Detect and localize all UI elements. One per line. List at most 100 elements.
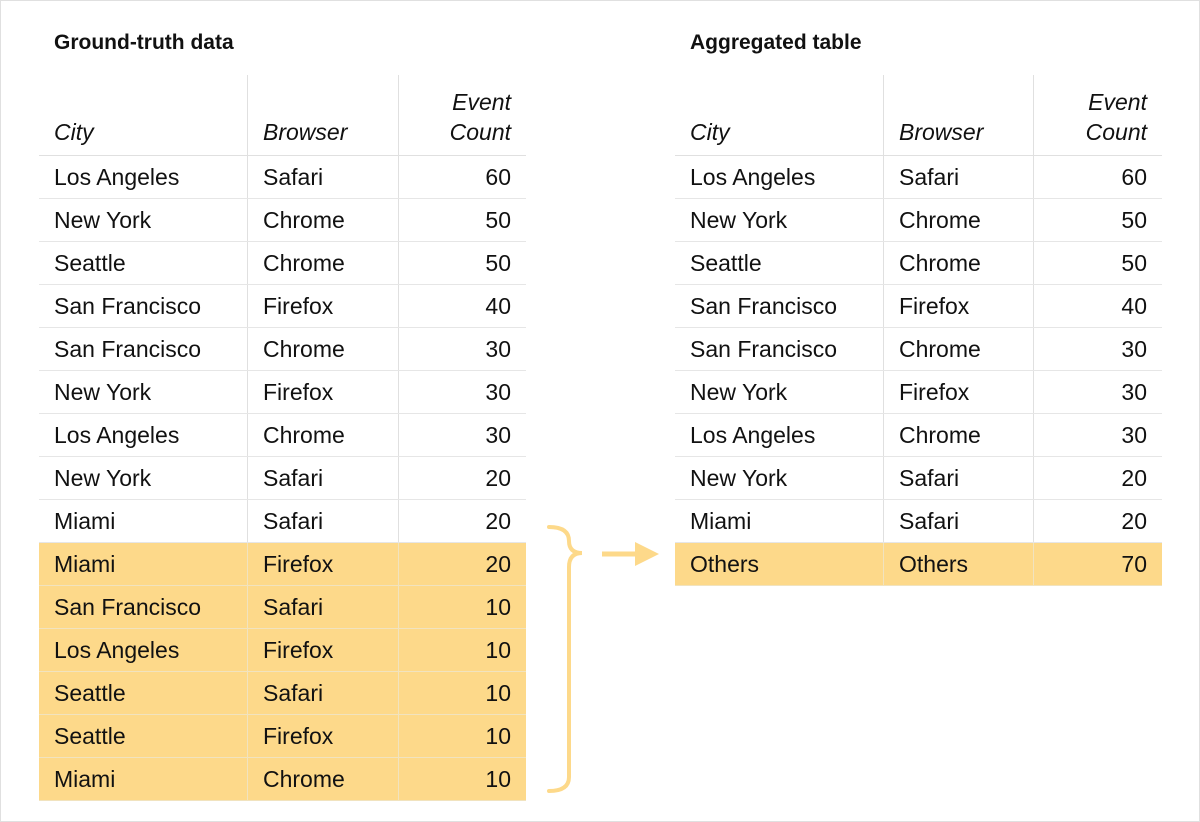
table-row-highlighted: Miami Firefox 20 <box>39 542 526 586</box>
cell-browser: Safari <box>247 155 399 199</box>
cell-browser: Chrome <box>883 327 1034 371</box>
table-row: Los Angeles Safari 60 <box>39 155 526 199</box>
table-row: San Francisco Chrome 30 <box>39 327 526 371</box>
cell-city: San Francisco <box>39 327 248 371</box>
cell-browser: Firefox <box>247 628 399 672</box>
cell-browser: Firefox <box>247 714 399 758</box>
cell-count: 60 <box>1033 155 1162 199</box>
cell-city: San Francisco <box>39 585 248 629</box>
table-row-highlighted: San Francisco Safari 10 <box>39 585 526 629</box>
cell-city: New York <box>675 456 884 500</box>
table-row-highlighted: Los Angeles Firefox 10 <box>39 628 526 672</box>
table-row: New York Chrome 50 <box>675 198 1162 242</box>
cell-count: 50 <box>1033 198 1162 242</box>
cell-city: Los Angeles <box>675 413 884 457</box>
aggregated-table: City Browser Event Count Los Angeles Safari 6… <box>675 75 1162 586</box>
column-header: City <box>675 75 884 156</box>
cell-count: 60 <box>398 155 526 199</box>
cell-browser: Firefox <box>883 370 1034 414</box>
cell-city: New York <box>675 198 884 242</box>
cell-browser: Chrome <box>247 327 399 371</box>
arrow-right-icon <box>635 542 659 566</box>
cell-browser: Safari <box>883 155 1034 199</box>
cell-browser: Safari <box>247 671 399 715</box>
cell-browser: Chrome <box>883 198 1034 242</box>
table-row: New York Firefox 30 <box>39 370 526 414</box>
cell-city: Miami <box>39 499 248 543</box>
column-header: City <box>39 75 248 156</box>
cell-count: 70 <box>1033 542 1162 586</box>
header-row: City Browser Event Count <box>675 75 1162 156</box>
cell-count: 30 <box>1033 327 1162 371</box>
table-row: New York Firefox 30 <box>675 370 1162 414</box>
column-header: Browser <box>883 75 1034 156</box>
cell-city: Miami <box>39 542 248 586</box>
cell-browser: Chrome <box>247 413 399 457</box>
cell-city: San Francisco <box>675 284 884 328</box>
table-row: Los Angeles Chrome 30 <box>675 413 1162 457</box>
cell-browser: Firefox <box>247 542 399 586</box>
cell-city: New York <box>39 456 248 500</box>
cell-browser: Chrome <box>247 757 399 801</box>
cell-browser: Chrome <box>883 413 1034 457</box>
table-row: Seattle Chrome 50 <box>675 241 1162 285</box>
cell-city: Seattle <box>39 714 248 758</box>
table-row: Miami Safari 20 <box>39 499 526 543</box>
cell-city: Seattle <box>39 241 248 285</box>
cell-browser: Others <box>883 542 1034 586</box>
cell-count: 10 <box>398 585 526 629</box>
cell-count: 30 <box>1033 370 1162 414</box>
cell-count: 20 <box>398 542 526 586</box>
header-row: City Browser Event Count <box>39 75 526 156</box>
table-row: New York Safari 20 <box>675 456 1162 500</box>
cell-count: 40 <box>1033 284 1162 328</box>
cell-count: 30 <box>398 370 526 414</box>
table-row: Seattle Chrome 50 <box>39 241 526 285</box>
table-row: Los Angeles Chrome 30 <box>39 413 526 457</box>
ground-truth-table: City Browser Event Count Los Angeles Safari 6… <box>39 75 526 801</box>
cell-browser: Safari <box>247 456 399 500</box>
column-header: Event Count <box>398 75 526 156</box>
cell-count: 50 <box>1033 241 1162 285</box>
cell-browser: Safari <box>883 499 1034 543</box>
table-row: Los Angeles Safari 60 <box>675 155 1162 199</box>
cell-browser: Chrome <box>247 241 399 285</box>
right-title: Aggregated table <box>690 31 862 54</box>
cell-browser: Safari <box>247 499 399 543</box>
cell-count: 10 <box>398 714 526 758</box>
table-row: New York Chrome 50 <box>39 198 526 242</box>
cell-city: San Francisco <box>39 284 248 328</box>
cell-city: Miami <box>39 757 248 801</box>
cell-browser: Chrome <box>247 198 399 242</box>
column-header: Event Count <box>1033 75 1162 156</box>
table-row-highlighted: Others Others 70 <box>675 542 1162 586</box>
cell-city: Los Angeles <box>39 628 248 672</box>
cell-city: New York <box>39 198 248 242</box>
table-row-highlighted: Miami Chrome 10 <box>39 757 526 801</box>
cell-count: 10 <box>398 671 526 715</box>
table-row: Miami Safari 20 <box>675 499 1162 543</box>
cell-city: New York <box>675 370 884 414</box>
cell-count: 30 <box>1033 413 1162 457</box>
cell-browser: Firefox <box>883 284 1034 328</box>
cell-count: 20 <box>398 456 526 500</box>
table-row: San Francisco Chrome 30 <box>675 327 1162 371</box>
table-row-highlighted: Seattle Safari 10 <box>39 671 526 715</box>
cell-browser: Firefox <box>247 370 399 414</box>
cell-city: San Francisco <box>675 327 884 371</box>
cell-count: 10 <box>398 628 526 672</box>
cell-city: Los Angeles <box>675 155 884 199</box>
brace-icon <box>547 525 583 793</box>
cell-city: Seattle <box>39 671 248 715</box>
left-title: Ground-truth data <box>54 31 234 54</box>
table-row: San Francisco Firefox 40 <box>675 284 1162 328</box>
cell-count: 20 <box>1033 456 1162 500</box>
cell-city: Los Angeles <box>39 155 248 199</box>
cell-count: 20 <box>398 499 526 543</box>
cell-count: 10 <box>398 757 526 801</box>
cell-count: 20 <box>1033 499 1162 543</box>
cell-city: Los Angeles <box>39 413 248 457</box>
table-row-highlighted: Seattle Firefox 10 <box>39 714 526 758</box>
cell-city: Miami <box>675 499 884 543</box>
